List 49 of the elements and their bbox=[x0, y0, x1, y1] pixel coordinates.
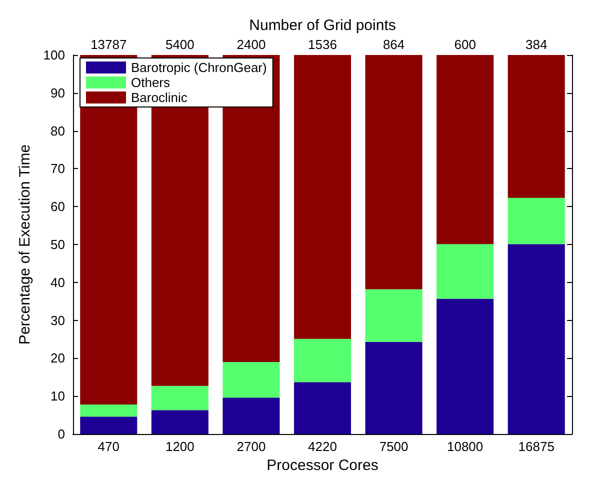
y-tick-label: 80 bbox=[50, 123, 65, 138]
text: 2400 bbox=[236, 37, 266, 52]
legend-label: Others bbox=[131, 75, 171, 90]
bar bbox=[508, 198, 565, 244]
y-tick-label: 60 bbox=[50, 199, 65, 214]
y-tick-label: 40 bbox=[50, 274, 65, 290]
bar bbox=[365, 289, 422, 342]
x-tick-label: 7500 bbox=[379, 439, 408, 454]
x2-axis-title: Number of Grid points bbox=[249, 17, 396, 34]
bar bbox=[151, 410, 208, 434]
legend-label: Barotropic (ChronGear) bbox=[131, 60, 267, 75]
y-tick-label: 10 bbox=[50, 388, 65, 404]
bar bbox=[294, 55, 352, 339]
text: 13787 bbox=[90, 37, 127, 52]
text: 864 bbox=[382, 37, 405, 52]
y-tick-label: 50 bbox=[50, 237, 65, 252]
bar bbox=[80, 416, 138, 434]
bar bbox=[365, 342, 422, 434]
y-tick-label: 0 bbox=[58, 426, 65, 442]
x-tick-label: 2700 bbox=[236, 439, 266, 454]
x-tick-label: 10800 bbox=[446, 439, 484, 454]
text: 5400 bbox=[165, 37, 194, 52]
x-tick-label: 1200 bbox=[165, 439, 194, 454]
text: 1536 bbox=[308, 37, 337, 52]
y-axis-title: Percentage of Execution Time bbox=[16, 144, 34, 345]
bar bbox=[508, 244, 565, 434]
text: 384 bbox=[526, 37, 548, 52]
bar bbox=[436, 298, 494, 434]
bar bbox=[80, 404, 138, 417]
x-tick-label: 470 bbox=[98, 439, 120, 454]
y-tick-label: 70 bbox=[50, 161, 65, 176]
x-tick-label: 4220 bbox=[308, 439, 337, 454]
y-tick-label: 90 bbox=[50, 85, 65, 100]
legend-label: Baroclinic bbox=[131, 90, 188, 105]
y-tick-label: 20 bbox=[50, 350, 65, 366]
y-tick-label: 100 bbox=[43, 48, 65, 62]
bar bbox=[436, 55, 494, 244]
bar bbox=[294, 338, 352, 382]
bar bbox=[294, 382, 352, 434]
bar bbox=[436, 244, 494, 299]
x-axis-title: Processor Cores bbox=[266, 456, 378, 474]
bar bbox=[222, 362, 280, 398]
bar bbox=[151, 386, 208, 410]
bar bbox=[222, 398, 280, 434]
text: 600 bbox=[454, 37, 476, 52]
bar bbox=[508, 55, 565, 198]
y-tick-label: 30 bbox=[50, 312, 65, 328]
bar bbox=[365, 55, 422, 290]
x-tick-label: 16875 bbox=[518, 439, 554, 454]
